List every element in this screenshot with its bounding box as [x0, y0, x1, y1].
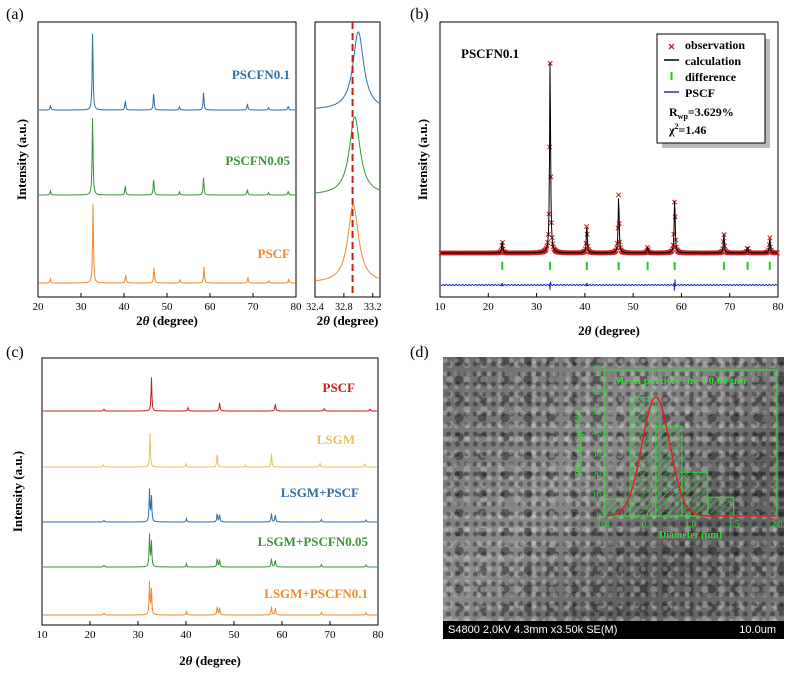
- c-y-axis-label: Intensity (a.u.): [10, 451, 25, 532]
- c-x-axis-label: 2θ (degree): [179, 653, 241, 668]
- sem-scale-text: 10.0um: [739, 624, 776, 636]
- b-legend-rwp-symbol: R: [669, 105, 678, 119]
- a-main-x-tick-label: 20: [33, 301, 45, 313]
- b-x-tick-label: 80: [773, 301, 785, 313]
- c-x-axis-label-num: 2: [179, 653, 186, 668]
- c-series-line: [43, 488, 377, 523]
- c-x-tick-label: 30: [133, 629, 145, 641]
- b-legend-label: observation: [685, 38, 745, 52]
- b-y-axis-label: Intensity (a.u.): [415, 119, 430, 200]
- a-main-series-line: [39, 118, 295, 196]
- a-main-x-axis-label-theta: θ: [143, 313, 150, 328]
- a-main-x-tick-label: 60: [205, 301, 217, 313]
- a-main-x-tick-label: 80: [291, 301, 303, 313]
- a-main-x-axis-label: 2θ (degree): [136, 313, 198, 328]
- a-main-x-axis-label-unit: (degree): [149, 313, 197, 328]
- c-series-label: LSGM+PSCFN0.1: [264, 586, 368, 601]
- c-series-line: [43, 533, 377, 568]
- b-legend-observation-symbol: [668, 43, 675, 50]
- b-legend-label: difference: [685, 70, 737, 84]
- b-legend-chi-symbol: χ: [668, 123, 675, 137]
- b-x-tick-label: 10: [435, 301, 447, 313]
- b-legend: observationcalculationdifferencePSCFRwp=…: [656, 33, 770, 148]
- c-series-label: LSGM+PSCF: [281, 485, 359, 500]
- c-series-line: [43, 581, 377, 616]
- a-main-series-label: PSCFN0.05: [225, 153, 290, 168]
- c-x-tick-label: 70: [325, 629, 337, 641]
- c-x-axis-label-theta: θ: [186, 653, 193, 668]
- sem-info-text: S4800 2.0kV 4.3mm x3.50k SE(M): [448, 624, 618, 636]
- a-zoom-series-line: [316, 31, 380, 109]
- c-series-label: LSGM+PSCFN0.05: [258, 534, 369, 549]
- a-main-series-line: [39, 33, 295, 111]
- a-zoom-x-axis-label-theta: θ: [323, 313, 330, 328]
- a-zoom-plot-frame: [314, 21, 381, 298]
- b-plot-frame: [439, 21, 779, 298]
- b-legend-label: calculation: [685, 54, 741, 68]
- c-x-tick-label: 10: [37, 629, 49, 641]
- c-x-tick-label: 80: [373, 629, 385, 641]
- c-series-line: [43, 432, 377, 468]
- c-series-line: [43, 377, 377, 412]
- sem-image: [443, 357, 784, 639]
- b-x-tick-label: 60: [676, 301, 688, 313]
- a-main-series-line: [39, 203, 295, 284]
- c-x-tick-label: 60: [277, 629, 289, 641]
- sem-info-bar: S4800 2.0kV 4.3mm x3.50k SE(M) 10.0um: [443, 621, 784, 639]
- a-zoom-x-axis-label-unit: (degree): [330, 313, 378, 328]
- b-legend-rwp: Rwp=3.629%: [669, 105, 734, 121]
- c-x-tick-label: 40: [181, 629, 193, 641]
- b-x-axis-label: 2θ (degree): [578, 323, 640, 338]
- chart-b: 10 20 30 40 50 60 70 80 2θ (degree) Intensity (a.…: [405, 0, 800, 345]
- chart-c-svg: 10 20 30 40 50 60 70 80 2θ (degree) Intensity (a.…: [10, 357, 385, 668]
- b-calculation-line: [441, 62, 777, 254]
- a-zoom-x-axis-label-num: 2: [317, 313, 324, 328]
- a-zoom-x-tick-label: 33.2: [364, 302, 382, 313]
- c-x-axis-label-unit: (degree): [192, 653, 240, 668]
- panel-label-d: (d): [410, 344, 429, 361]
- a-main-y-axis-label: Intensity (a.u.): [14, 119, 29, 200]
- c-x-tick-label: 50: [229, 629, 241, 641]
- a-main-x-axis-label-num: 2: [136, 313, 143, 328]
- panel-label-a: (a): [6, 6, 24, 23]
- c-series-label: LSGM: [317, 432, 355, 447]
- a-zoom-x-axis-label: 2θ (degree): [317, 313, 379, 328]
- b-x-tick-label: 40: [579, 301, 591, 313]
- a-main-x-tick-label: 30: [76, 301, 88, 313]
- a-main-x-tick-label: 50: [162, 301, 174, 313]
- a-main-series-label: PSCFN0.1: [232, 67, 290, 82]
- b-legend-rwp-subscript: wp: [678, 112, 689, 121]
- c-series-label: PSCF: [323, 380, 356, 395]
- a-main-series-label: PSCF: [258, 246, 291, 261]
- c-x-tick-label: 20: [85, 629, 97, 641]
- a-zoom-series-line: [315, 204, 380, 282]
- a-main-x-tick-label: 70: [248, 301, 260, 313]
- b-legend-chi: χ2=1.46: [668, 122, 706, 137]
- b-legend-label: PSCF: [685, 86, 715, 100]
- panel-label-b: (b): [410, 6, 429, 23]
- a-main-x-tick-label: 40: [119, 301, 131, 313]
- b-difference-line: [440, 279, 778, 291]
- b-x-axis-label-theta: θ: [585, 323, 592, 338]
- b-x-tick-label: 20: [483, 301, 495, 313]
- chart-c: 10 20 30 40 50 60 70 80 2θ (degree) Intensity (a.…: [0, 345, 405, 690]
- b-legend-chi-value: =1.46: [679, 123, 707, 137]
- panel-label-c: (c): [6, 344, 24, 361]
- b-title: PSCFN0.1: [461, 46, 519, 61]
- c-plot-frame: [41, 357, 379, 626]
- b-x-axis-label-unit: (degree): [591, 323, 639, 338]
- b-x-axis-label-num: 2: [578, 323, 585, 338]
- b-legend-chi-superscript: 2: [675, 122, 679, 131]
- a-zoom-x-tick-label: 32.8: [335, 302, 353, 313]
- b-x-tick-label: 50: [628, 301, 640, 313]
- b-legend-rwp-value: =3.629%: [688, 105, 734, 119]
- b-legend-box: [656, 33, 766, 144]
- b-x-tick-label: 30: [531, 301, 543, 313]
- a-zoom-x-tick-label: 32.4: [306, 302, 324, 313]
- chart-a: 20 30 40 50 60 70 80 2θ (degree) Intensity (a.u.…: [0, 0, 405, 345]
- a-zoom-series-line: [315, 116, 380, 194]
- b-x-tick-label: 70: [724, 301, 736, 313]
